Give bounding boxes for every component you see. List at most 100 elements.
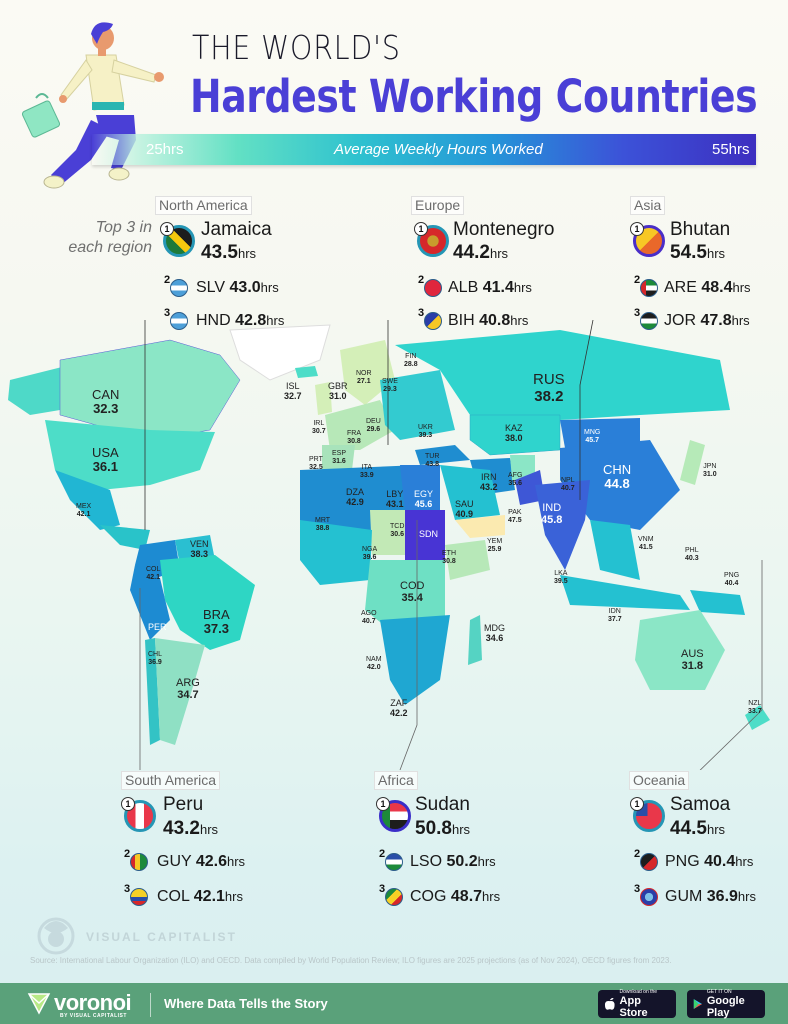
region-west-africa — [300, 520, 372, 585]
region-usa — [45, 420, 215, 490]
first-country-name: Montenegro — [453, 219, 555, 240]
region-madagascar — [468, 615, 482, 665]
rank-2-line: GUY 42.6hrs — [157, 853, 246, 870]
first-country-value: 44.5hrs — [670, 818, 726, 839]
region-central-am — [100, 525, 150, 550]
lesotho-flag-icon — [385, 853, 403, 871]
region-brazil — [160, 555, 255, 650]
region-tag-europe: Europe — [411, 196, 465, 215]
footer-divider — [150, 993, 151, 1017]
region-tag-asia: Asia — [630, 196, 666, 215]
title-line-1: THE WORLD'S — [192, 28, 401, 67]
map-label-kaz: KAZ 38.0 — [505, 423, 523, 443]
google-play-icon — [693, 999, 703, 1009]
google-play-label: Google Play — [706, 995, 745, 1019]
rank-3-line: JOR 47.8hrs — [664, 312, 750, 329]
map-label-prt: PRT 32.5 — [309, 456, 323, 471]
first-country-value: 43.5hrs — [201, 242, 257, 263]
region-australia — [635, 610, 725, 690]
map-label-aus: AUS 31.8 — [681, 648, 704, 673]
first-country-value: 50.8hrs — [415, 818, 471, 839]
map-label-fra: FRA 30.8 — [347, 430, 361, 445]
map-label-gbr: GBR 31.0 — [328, 381, 348, 401]
voronoi-logo[interactable]: voronoi — [54, 990, 132, 1015]
rank-number: 3 — [418, 307, 425, 319]
map-label-irn: IRN 43.2 — [480, 472, 498, 492]
map-label-tur: TUR 43.8 — [425, 453, 440, 468]
rank-badge: 1 — [630, 797, 644, 811]
map-label-nor: NOR 27.1 — [356, 370, 372, 385]
map-label-png: PNG 40.4 — [724, 572, 740, 587]
region-afghanistan — [510, 455, 535, 480]
first-country-name: Samoa — [670, 794, 731, 815]
region-russia — [395, 330, 730, 420]
region-southern-africa — [380, 615, 450, 705]
map-label-swe: SWE 29.3 — [382, 378, 398, 393]
map-label-tcd: TCD 30.6 — [390, 523, 405, 538]
google-play-button[interactable]: GET IT ON Google Play — [687, 989, 765, 1019]
voronoi-sub: BY VISUAL CAPITALIST — [60, 1013, 127, 1019]
app-store-button[interactable]: Download on the App Store — [598, 989, 676, 1019]
map-label-ind: IND 45.8 — [541, 502, 563, 527]
map-label-fin: FIN 28.8 — [404, 353, 418, 368]
rank-3-line: HND 42.8hrs — [196, 312, 285, 329]
rank-number: 2 — [379, 848, 386, 860]
map-label-bra: BRA 37.3 — [203, 607, 230, 637]
map-label-pak: PAK 47.5 — [508, 509, 522, 524]
rank-2-line: ARE 48.4hrs — [664, 279, 751, 296]
rank-number: 3 — [634, 307, 641, 319]
first-country-name: Jamaica — [201, 219, 272, 240]
visual-capitalist-logo-icon — [37, 917, 75, 955]
region-tag-africa: Africa — [374, 771, 418, 790]
region-iberia — [322, 445, 355, 470]
rank-2-line: PNG 40.4hrs — [665, 853, 754, 870]
region-kazakhstan — [469, 414, 561, 456]
legend-min-label: 25hrs — [146, 141, 184, 158]
region-central-africa — [365, 560, 445, 630]
first-country-name: Sudan — [415, 794, 470, 815]
rank-number: 2 — [634, 848, 641, 860]
el-salvador-flag-icon — [170, 279, 188, 297]
region-tag-north-america: North America — [155, 196, 252, 215]
region-alaska — [8, 365, 70, 415]
first-country-value: 44.2hrs — [453, 242, 509, 263]
app-store-top-text: Download on the — [619, 989, 658, 995]
map-label-mdg: MDG 34.6 — [484, 623, 505, 643]
first-country-name: Peru — [163, 794, 204, 815]
map-label-ven: VEN 38.3 — [190, 539, 209, 559]
map-label-isl: ISL 32.7 — [284, 381, 302, 401]
region-eastern-europe — [380, 370, 455, 440]
rank-number: 3 — [634, 883, 641, 895]
region-greenland — [229, 324, 331, 381]
map-label-esp: ESP 31.6 — [332, 450, 347, 465]
map-label-mng: MNG 45.7 — [584, 429, 601, 444]
voronoi-logo-icon — [27, 993, 51, 1015]
apple-icon — [604, 997, 615, 1010]
region-iceland — [295, 366, 318, 378]
region-yemen — [455, 515, 505, 538]
map-label-per: PER — [148, 622, 167, 632]
region-chad — [370, 510, 405, 555]
region-japan — [680, 440, 705, 485]
map-label-nga: NGA 39.6 — [362, 546, 378, 561]
uae-flag-icon — [640, 279, 658, 297]
bosnia-flag-icon — [424, 312, 442, 330]
guam-flag-icon — [640, 888, 658, 906]
rank-badge: 1 — [121, 797, 135, 811]
map-label-phl: PHL 40.3 — [685, 547, 699, 562]
footer-tagline: Where Data Tells the Story — [164, 996, 328, 1011]
region-canada — [59, 339, 241, 441]
map-label-zaf: ZAF 42.2 — [390, 698, 408, 718]
region-chile — [145, 638, 160, 745]
app-store-label: App Store — [619, 995, 648, 1019]
map-label-nzl: NZL 33.7 — [748, 700, 762, 715]
legend-max-label: 55hrs — [712, 141, 750, 158]
rank-number: 2 — [124, 848, 131, 860]
congo-flag-icon — [385, 888, 403, 906]
map-label-chl: CHL 36.9 — [148, 651, 163, 666]
top3-note: Top 3 in each region — [68, 219, 152, 256]
visual-capitalist-logo: VISUAL CAPITALIST — [34, 912, 244, 958]
region-indonesia — [560, 575, 690, 610]
first-country-value: 43.2hrs — [163, 818, 219, 839]
rank-2-line: LSO 50.2hrs — [410, 853, 496, 870]
